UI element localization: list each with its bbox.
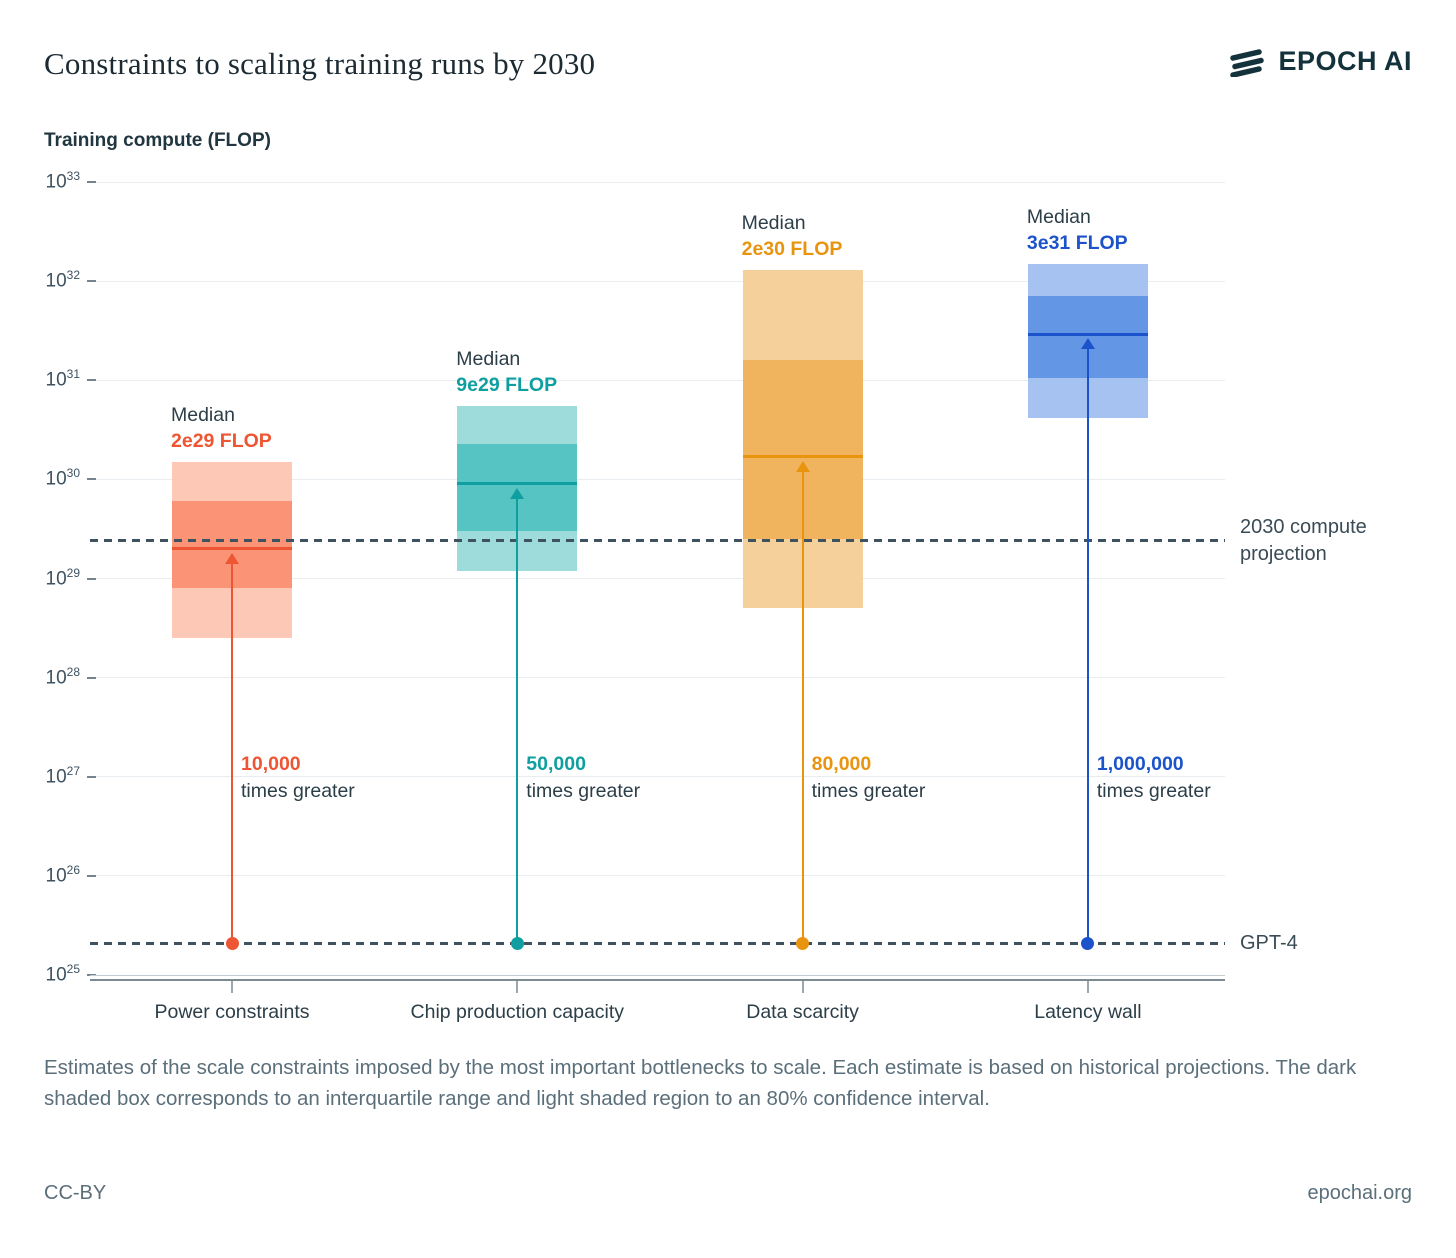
multiplier-label: 1,000,000 times greater bbox=[1096, 753, 1211, 802]
growth-arrow-head bbox=[510, 487, 525, 499]
growth-arrow-dot bbox=[1081, 936, 1095, 950]
y-tick-mark bbox=[87, 676, 96, 679]
median-line bbox=[457, 482, 578, 486]
growth-arrow-dot bbox=[225, 936, 239, 950]
category-label: Data scarcity bbox=[746, 1001, 859, 1023]
multiplier-label: 80,000 times greater bbox=[811, 753, 926, 802]
brand-name: EPOCH AI bbox=[1278, 46, 1412, 76]
epoch-ai-logo-icon bbox=[1230, 48, 1265, 77]
gridline bbox=[90, 379, 1225, 381]
growth-arrow-head bbox=[795, 460, 810, 472]
gridline bbox=[90, 478, 1225, 480]
y-tick-mark bbox=[87, 874, 96, 877]
growth-arrow-dot bbox=[510, 936, 524, 950]
gridline bbox=[90, 776, 1225, 778]
median-line bbox=[1027, 332, 1148, 336]
y-tick-mark bbox=[87, 577, 96, 580]
median-label: Median 3e31 FLOP bbox=[1026, 205, 1128, 254]
gridline bbox=[90, 677, 1225, 679]
growth-arrow-line bbox=[801, 470, 804, 944]
y-tick-mark bbox=[87, 181, 96, 183]
median-label: Median 9e29 FLOP bbox=[456, 347, 558, 396]
growth-arrow-head bbox=[1080, 338, 1095, 350]
y-tick-label: 1026 bbox=[45, 862, 81, 887]
growth-arrow-line bbox=[1086, 348, 1089, 944]
ref-line-label-gpt4: GPT-4 bbox=[1240, 931, 1298, 954]
axis-baseline-light bbox=[90, 975, 1225, 976]
gridline bbox=[90, 181, 1225, 183]
chart-footnote: Estimates of the scale constraints impos… bbox=[44, 1056, 1357, 1110]
category-tick bbox=[516, 981, 519, 993]
growth-arrow-line bbox=[231, 562, 233, 944]
license-label: CC-BY bbox=[44, 1182, 107, 1204]
ref-line-label-projection: 2030 compute projection bbox=[1240, 515, 1367, 565]
gridline bbox=[90, 875, 1225, 877]
growth-arrow-head bbox=[225, 552, 239, 564]
ref-line-projection bbox=[90, 539, 1225, 543]
category-label: Latency wall bbox=[1034, 1001, 1142, 1023]
y-tick-label: 1032 bbox=[45, 268, 81, 292]
y-tick-mark bbox=[87, 379, 96, 382]
y-tick-label: 1028 bbox=[45, 664, 81, 688]
category-tick bbox=[801, 981, 804, 993]
category-label: Chip production capacity bbox=[410, 1001, 625, 1023]
growth-arrow-line bbox=[516, 497, 519, 944]
y-tick-mark bbox=[87, 280, 96, 283]
y-tick-label: 1025 bbox=[45, 962, 81, 986]
y-tick-label: 1029 bbox=[45, 565, 81, 589]
y-tick-mark bbox=[87, 478, 96, 481]
y-axis-title: Training compute (FLOP) bbox=[44, 130, 271, 151]
y-tick-label: 1027 bbox=[45, 763, 81, 788]
category-tick bbox=[231, 981, 233, 993]
median-line bbox=[742, 455, 863, 459]
gridline bbox=[90, 280, 1225, 282]
multiplier-label: 10,000 times greater bbox=[241, 753, 355, 802]
axis-baseline bbox=[90, 979, 1225, 981]
y-tick-label: 1030 bbox=[45, 466, 81, 490]
epoch-ai-logo: EPOCH AI bbox=[1228, 46, 1412, 77]
median-label: Median 2e30 FLOP bbox=[741, 211, 843, 260]
multiplier-label: 50,000 times greater bbox=[526, 753, 641, 802]
y-tick-label: 1031 bbox=[45, 367, 81, 391]
ref-line-gpt4 bbox=[90, 941, 1225, 945]
gridline bbox=[90, 578, 1225, 579]
y-tick-label: 1033 bbox=[45, 169, 81, 193]
y-tick-mark bbox=[87, 775, 96, 778]
growth-arrow-dot bbox=[796, 936, 810, 950]
site-label: epochai.org bbox=[1307, 1182, 1412, 1204]
median-label: Median 2e29 FLOP bbox=[171, 403, 272, 452]
category-label: Power constraints bbox=[154, 1001, 310, 1023]
median-line bbox=[172, 547, 292, 551]
category-tick bbox=[1086, 981, 1089, 993]
chart-title: Constraints to scaling training runs by … bbox=[44, 46, 596, 81]
